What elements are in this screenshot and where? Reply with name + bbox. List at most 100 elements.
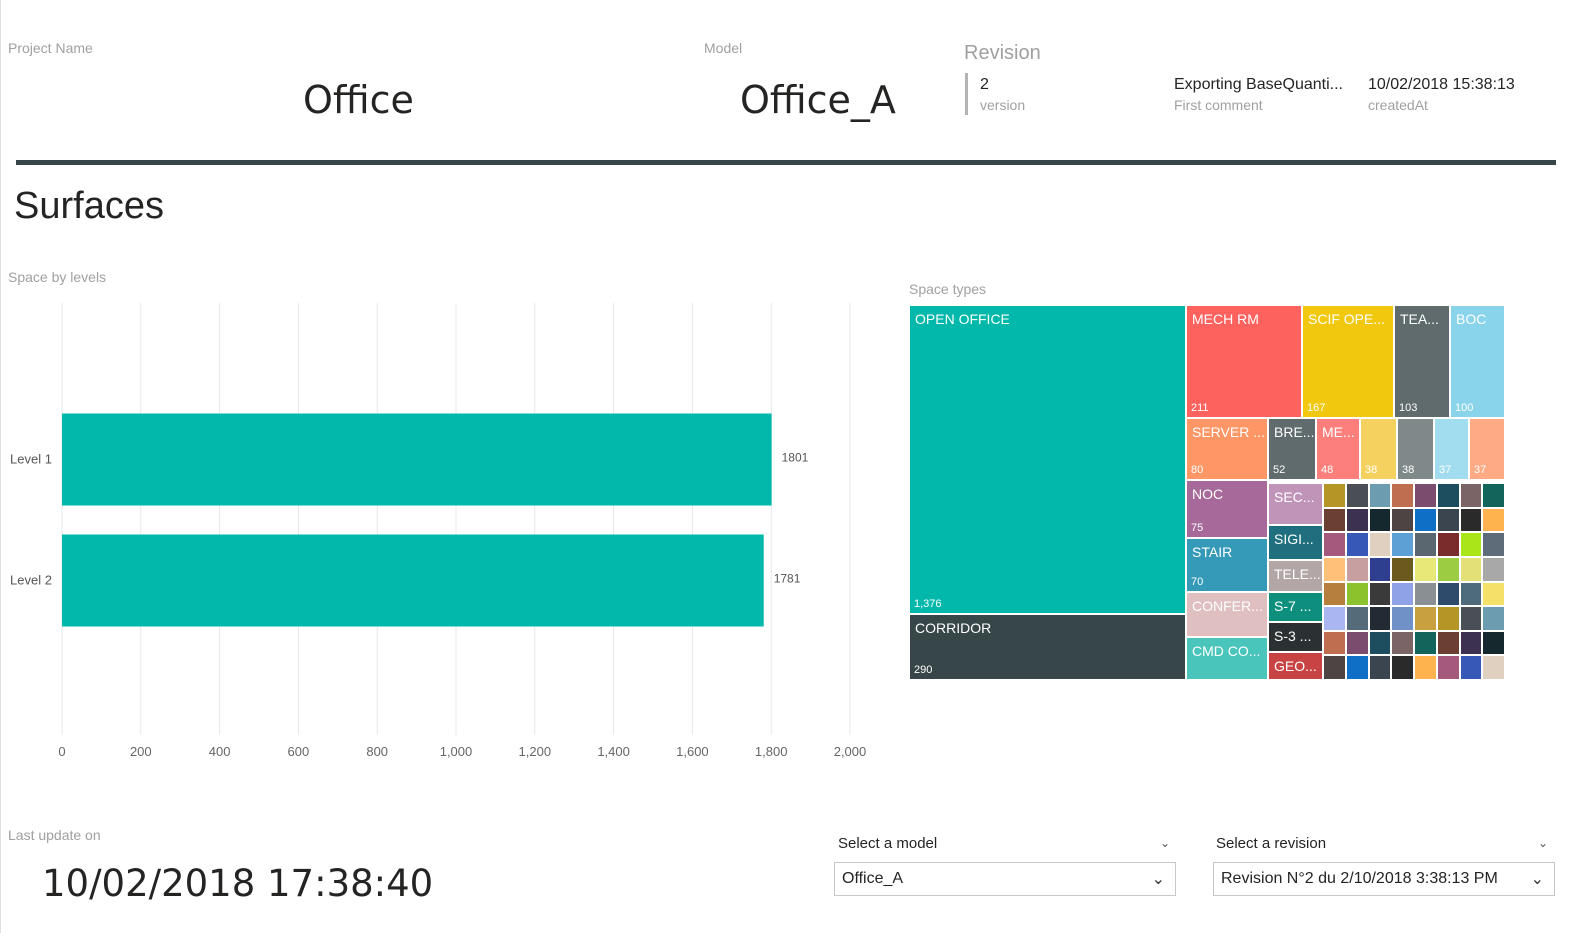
treemap-cell[interactable]: TEA... 103 [1394, 305, 1450, 418]
treemap-small-cell[interactable] [1345, 655, 1369, 680]
treemap-small-cell[interactable] [1345, 532, 1369, 557]
treemap-small-cell[interactable] [1345, 630, 1369, 656]
treemap-small-cell[interactable] [1391, 581, 1414, 607]
treemap-small-cell[interactable] [1414, 532, 1437, 557]
space-types-treemap: OPEN OFFICE 1,376 CORRIDOR 290 MECH RM 211 SCI… [909, 305, 1505, 680]
treemap-small-cell[interactable] [1368, 581, 1392, 607]
treemap-small-cell[interactable] [1482, 532, 1505, 557]
treemap-small-cell[interactable] [1368, 507, 1392, 533]
treemap-cell[interactable]: 38 [1397, 418, 1434, 480]
treemap-small-cell[interactable] [1391, 507, 1414, 533]
treemap-cell[interactable]: SCIF OPE... 167 [1302, 305, 1394, 418]
treemap-small-cell[interactable] [1323, 655, 1346, 680]
treemap-small-cell[interactable] [1459, 556, 1483, 582]
treemap-small-cell[interactable] [1391, 630, 1414, 656]
treemap-cell[interactable]: 38 [1360, 418, 1397, 480]
revision-dropdown-value: Revision N°2 du 2/10/2018 3:38:13 PM [1221, 870, 1498, 887]
treemap-small-cell[interactable] [1482, 581, 1505, 607]
treemap-cell[interactable]: OPEN OFFICE 1,376 [909, 305, 1186, 614]
treemap-cell[interactable]: BRE... 52 [1268, 418, 1316, 480]
treemap-cell[interactable]: BOC 100 [1450, 305, 1505, 418]
treemap-small-cell[interactable] [1459, 532, 1483, 557]
treemap-small-cell[interactable] [1459, 606, 1483, 631]
treemap-small-cell[interactable] [1482, 606, 1505, 631]
treemap-cell[interactable]: GEO... [1268, 652, 1323, 680]
x-tick-label: 200 [130, 744, 152, 759]
treemap-small-cell[interactable] [1414, 630, 1437, 656]
treemap-small-cell[interactable] [1368, 606, 1392, 631]
treemap-small-cell[interactable] [1482, 655, 1505, 680]
treemap-small-cell[interactable] [1436, 581, 1460, 607]
treemap-cell[interactable]: MECH RM 211 [1186, 305, 1302, 418]
treemap-small-cell[interactable] [1323, 556, 1346, 582]
treemap-cell[interactable]: SEC... [1268, 483, 1323, 525]
treemap-cell-value: 75 [1191, 522, 1204, 534]
treemap-small-cell[interactable] [1436, 483, 1460, 508]
revision-dropdown[interactable]: Revision N°2 du 2/10/2018 3:38:13 PM ⌄ [1213, 862, 1555, 896]
treemap-small-cell[interactable] [1368, 630, 1392, 656]
treemap-cell[interactable]: CONFER... [1186, 592, 1268, 637]
treemap-small-cell[interactable] [1368, 655, 1392, 680]
x-tick-label: 400 [209, 744, 231, 759]
treemap-small-cell[interactable] [1414, 483, 1437, 508]
treemap-small-cell[interactable] [1323, 483, 1346, 508]
treemap-small-cell[interactable] [1436, 655, 1460, 680]
treemap-small-cell[interactable] [1436, 507, 1460, 533]
treemap-cell[interactable]: CORRIDOR 290 [909, 614, 1186, 680]
treemap-small-cell[interactable] [1482, 630, 1505, 656]
treemap-small-cell[interactable] [1368, 556, 1392, 582]
treemap-small-cell[interactable] [1414, 581, 1437, 607]
treemap-small-cell[interactable] [1436, 606, 1460, 631]
treemap-small-cell[interactable] [1391, 532, 1414, 557]
treemap-small-cell[interactable] [1391, 606, 1414, 631]
treemap-small-cell[interactable] [1414, 507, 1437, 533]
treemap-cell[interactable]: STAIR 70 [1186, 538, 1268, 592]
treemap-small-cell[interactable] [1391, 655, 1414, 680]
treemap-small-cell[interactable] [1436, 532, 1460, 557]
treemap-small-cell[interactable] [1459, 630, 1483, 656]
revision-slicer-label: Select a revision [1216, 835, 1327, 852]
treemap-cell[interactable]: NOC 75 [1186, 480, 1268, 538]
treemap-small-cell[interactable] [1345, 581, 1369, 607]
model-dropdown[interactable]: Office_A ⌄ [834, 862, 1176, 896]
treemap-small-cell[interactable] [1459, 483, 1483, 508]
treemap-small-cell[interactable] [1345, 483, 1369, 508]
treemap-small-cell[interactable] [1323, 606, 1346, 631]
model-slicer-collapse-icon[interactable]: ⌄ [1160, 836, 1171, 850]
treemap-cell[interactable]: S-7 ... [1268, 592, 1323, 622]
treemap-cell[interactable]: SIGI... [1268, 525, 1323, 560]
treemap-small-cell[interactable] [1459, 581, 1483, 607]
treemap-small-cell[interactable] [1391, 556, 1414, 582]
treemap-small-cell[interactable] [1482, 483, 1505, 508]
treemap-small-cell[interactable] [1482, 507, 1505, 533]
treemap-small-cell[interactable] [1345, 507, 1369, 533]
treemap-small-cell[interactable] [1345, 556, 1369, 582]
treemap-small-cell[interactable] [1459, 507, 1483, 533]
treemap-small-cell[interactable] [1345, 606, 1369, 631]
treemap-small-cell[interactable] [1368, 483, 1392, 508]
treemap-small-cell[interactable] [1436, 630, 1460, 656]
treemap-small-cell[interactable] [1323, 532, 1346, 557]
treemap-small-cell[interactable] [1323, 581, 1346, 607]
treemap-small-cell[interactable] [1368, 532, 1392, 557]
treemap-small-cell[interactable] [1436, 556, 1460, 582]
treemap-cell[interactable]: 37 [1469, 418, 1505, 480]
treemap-cell-value: 52 [1273, 464, 1286, 476]
treemap-small-cell[interactable] [1459, 655, 1483, 680]
treemap-small-cell[interactable] [1323, 507, 1346, 533]
treemap-cell[interactable]: SERVER ... 80 [1186, 418, 1268, 480]
x-tick-label: 600 [288, 744, 310, 759]
treemap-cell[interactable]: S-3 ... [1268, 622, 1323, 652]
treemap-cell[interactable]: 37 [1434, 418, 1469, 480]
treemap-small-cell[interactable] [1391, 483, 1414, 508]
treemap-small-cell[interactable] [1323, 630, 1346, 656]
revision-slicer-collapse-icon[interactable]: ⌄ [1538, 836, 1549, 850]
treemap-small-cell[interactable] [1414, 606, 1437, 631]
treemap-cell-label: BRE... [1274, 424, 1315, 440]
treemap-small-cell[interactable] [1414, 655, 1437, 680]
treemap-small-cell[interactable] [1414, 556, 1437, 582]
treemap-cell[interactable]: CMD CO... [1186, 637, 1268, 680]
treemap-cell[interactable]: TELE... [1268, 560, 1323, 592]
treemap-cell[interactable]: ME... 48 [1316, 418, 1360, 480]
treemap-small-cell[interactable] [1482, 556, 1505, 582]
